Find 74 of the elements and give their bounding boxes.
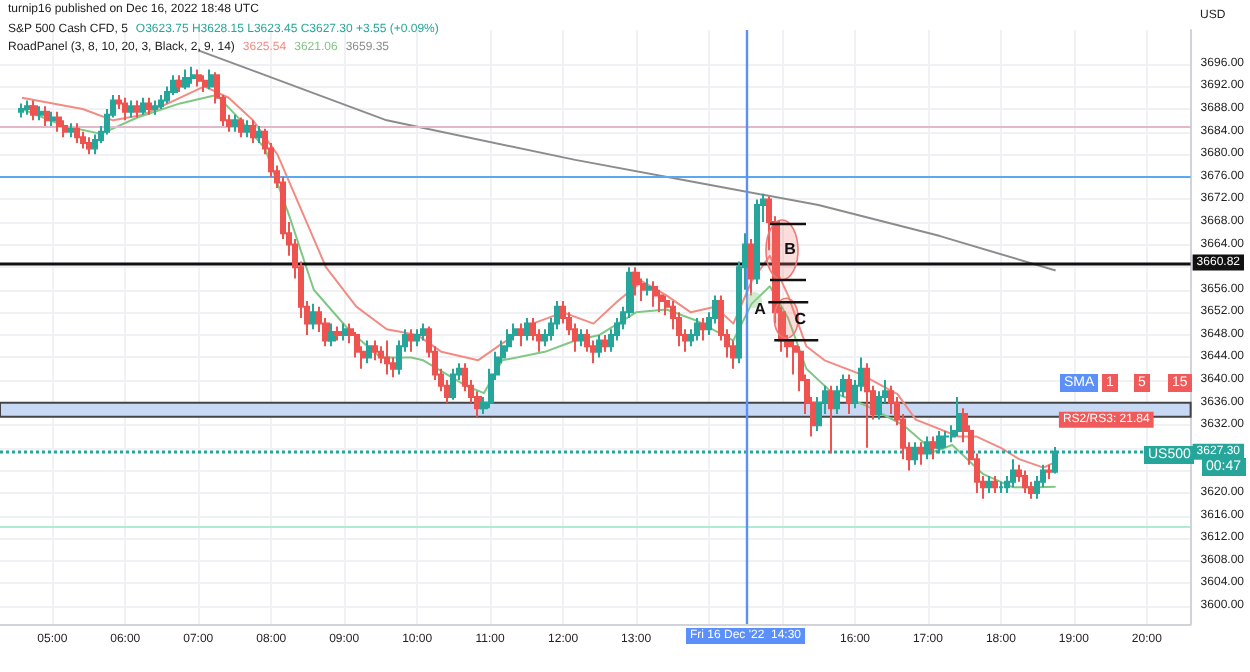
annotation: A (754, 300, 767, 319)
candlestick (646, 277, 652, 297)
candlestick (342, 322, 348, 342)
annotation: B (784, 240, 797, 259)
candlestick (250, 119, 256, 144)
candlestick (956, 396, 962, 438)
candlestick (450, 367, 456, 401)
candlestick (924, 435, 932, 461)
candlestick (912, 441, 918, 466)
candlestick (918, 441, 924, 466)
candlestick (652, 280, 658, 308)
candlestick (86, 136, 92, 156)
candlestick (190, 65, 196, 85)
candlestick (694, 316, 700, 342)
candlestick (414, 328, 420, 348)
candlestick (632, 266, 640, 297)
candlestick (748, 237, 754, 297)
candlestick (658, 288, 664, 314)
candlestick (310, 302, 316, 331)
candlestick (24, 99, 32, 116)
candlestick (1022, 469, 1028, 494)
candlestick (334, 325, 342, 342)
candlestick (38, 105, 44, 122)
candlestick (420, 322, 426, 342)
candlestick (202, 74, 208, 94)
candlestick (366, 339, 372, 365)
candlestick (44, 105, 50, 127)
candlestick (596, 333, 602, 359)
candlestick (122, 96, 128, 122)
candlestick (238, 116, 244, 139)
candlestick (140, 96, 146, 116)
candlestick (196, 68, 202, 88)
candlestick (152, 99, 158, 116)
candlestick (128, 99, 134, 119)
candlestick (256, 124, 262, 144)
candlestick (518, 322, 524, 348)
candlestick (30, 99, 38, 122)
candlestick (50, 110, 56, 127)
candlestick (62, 119, 68, 139)
candlestick (986, 475, 992, 494)
candlestick (998, 480, 1004, 494)
candlestick (372, 339, 378, 362)
candlestick (1046, 463, 1052, 480)
candlestick (80, 130, 86, 150)
candlestick (56, 110, 62, 133)
candlestick (602, 333, 608, 353)
candlestick (930, 435, 938, 461)
candlestick (578, 328, 584, 348)
candlestick (754, 198, 760, 286)
candlestick (158, 93, 164, 111)
candlestick (146, 96, 152, 116)
candlestick (328, 322, 336, 348)
candlestick (170, 74, 178, 96)
candlestick (208, 68, 214, 91)
candlestick (176, 74, 184, 94)
candlestick (74, 122, 80, 144)
line-series (197, 49, 1057, 272)
candlestick (232, 113, 238, 133)
candlestick (864, 362, 870, 449)
candlestick (846, 373, 852, 415)
candlestick (384, 339, 390, 376)
candlestick (244, 119, 250, 139)
candlestick (182, 68, 190, 91)
annotation: C (794, 310, 807, 329)
candlestick (92, 133, 98, 156)
candlestick (828, 384, 834, 455)
candlestick (408, 328, 414, 353)
candlestick (992, 475, 998, 494)
candlestick (1010, 458, 1016, 489)
candlestick (700, 316, 706, 342)
candlestick (18, 102, 24, 119)
candlestick (524, 316, 530, 342)
candlestick (68, 122, 74, 139)
candlestick (134, 99, 140, 119)
